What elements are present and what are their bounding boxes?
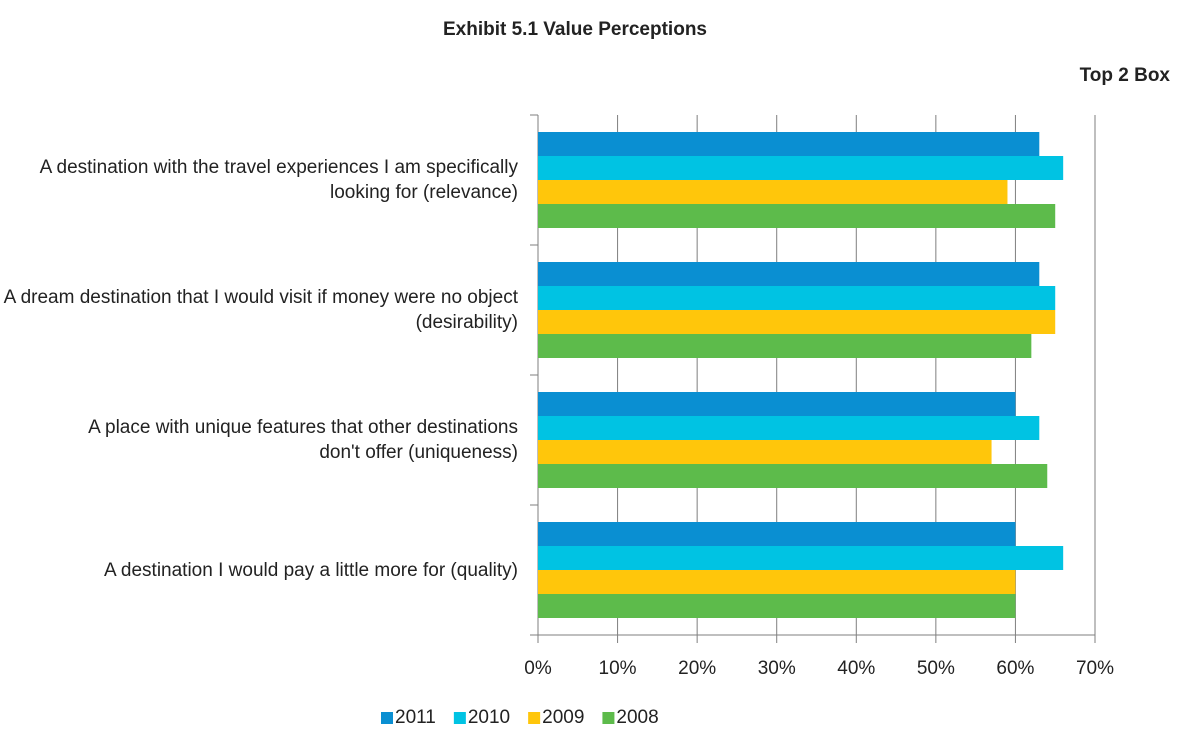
legend-label: 2010 xyxy=(468,707,510,728)
bar xyxy=(538,204,1056,228)
chart-title: Exhibit 5.1 Value Perceptions xyxy=(443,19,707,40)
bar xyxy=(538,594,1016,618)
x-tick-label: 10% xyxy=(599,658,637,679)
bar xyxy=(538,180,1008,204)
category-label: A destination with the travel experience… xyxy=(39,157,518,203)
bar xyxy=(538,132,1040,156)
x-tick-label: 40% xyxy=(837,658,875,679)
x-tick-label: 70% xyxy=(1076,658,1114,679)
bar xyxy=(538,570,1016,594)
bar xyxy=(538,546,1064,570)
bar xyxy=(538,416,1040,440)
x-tick-label: 60% xyxy=(996,658,1034,679)
x-tick-label: 50% xyxy=(917,658,955,679)
legend-label: 2008 xyxy=(616,707,658,728)
bar xyxy=(538,156,1064,180)
bar xyxy=(538,522,1016,546)
legend-swatch xyxy=(528,712,541,724)
category-label: A dream destination that I would visit i… xyxy=(3,287,518,333)
legend-swatch xyxy=(453,712,466,724)
legend-swatch xyxy=(381,712,393,724)
bar xyxy=(538,310,1056,334)
bar xyxy=(538,334,1032,358)
bar xyxy=(538,392,1016,416)
category-label: A place with unique features that other … xyxy=(88,417,518,463)
x-tick-label: 0% xyxy=(524,658,552,679)
bar xyxy=(538,286,1056,310)
bar xyxy=(538,262,1040,286)
bar xyxy=(538,440,992,464)
legend-swatch xyxy=(602,712,615,724)
bar xyxy=(538,464,1048,488)
legend-label: 2011 xyxy=(395,707,436,728)
x-tick-label: 30% xyxy=(758,658,796,679)
x-tick-label: 20% xyxy=(678,658,716,679)
category-label: A destination I would pay a little more … xyxy=(104,559,518,581)
legend-label: 2009 xyxy=(542,707,584,728)
chart-subtitle: Top 2 Box xyxy=(1080,65,1171,86)
